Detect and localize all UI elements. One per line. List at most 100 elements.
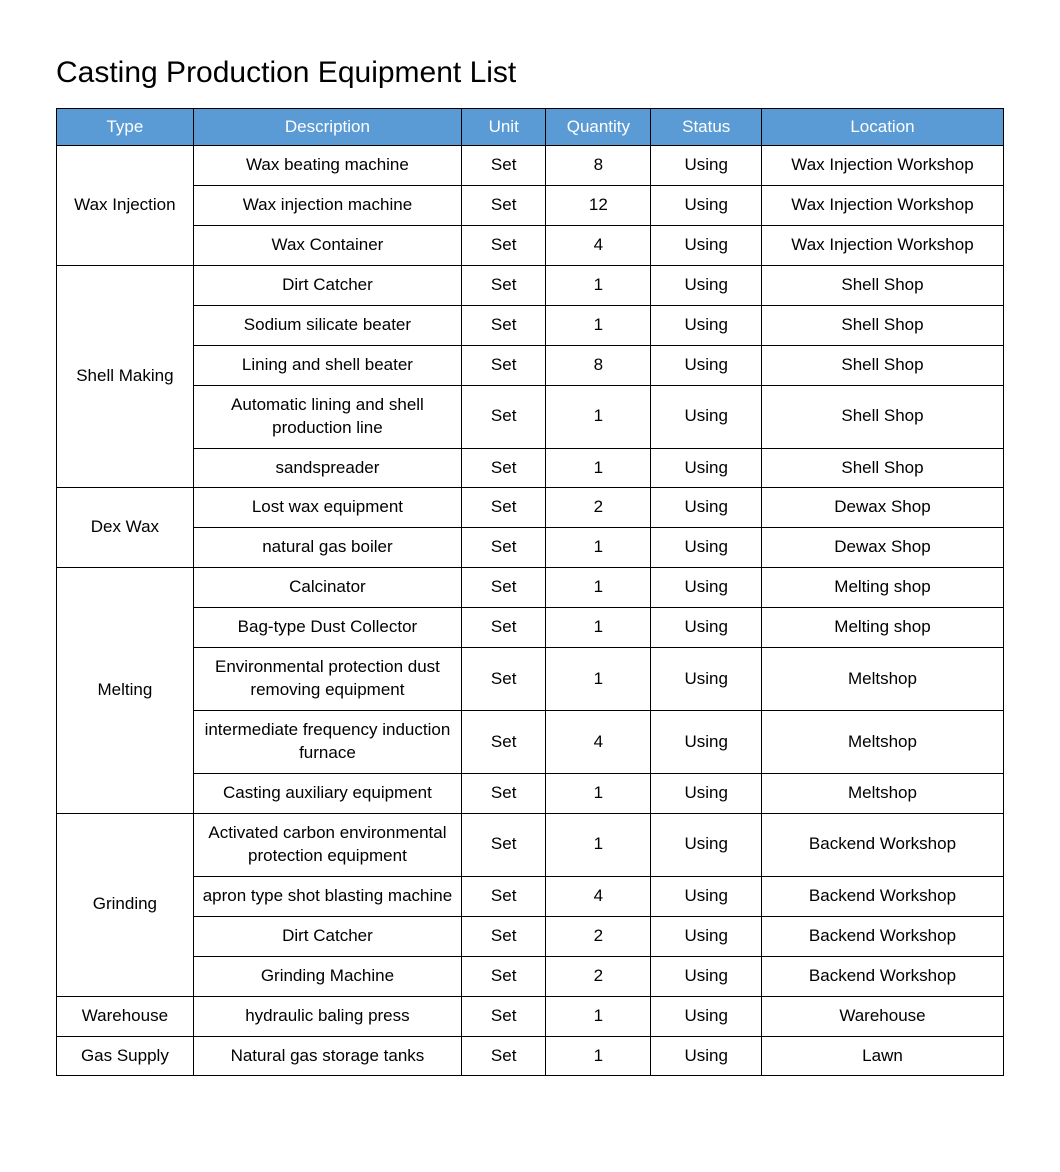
- cell-unit: Set: [462, 568, 546, 608]
- cell-status: Using: [651, 1036, 761, 1076]
- cell-unit: Set: [462, 813, 546, 876]
- cell-location: Meltshop: [761, 773, 1003, 813]
- cell-unit: Set: [462, 528, 546, 568]
- cell-unit: Set: [462, 916, 546, 956]
- cell-status: Using: [651, 185, 761, 225]
- cell-type: Shell Making: [57, 265, 194, 488]
- cell-description: apron type shot blasting machine: [193, 876, 461, 916]
- cell-quantity: 1: [546, 813, 651, 876]
- cell-status: Using: [651, 916, 761, 956]
- cell-unit: Set: [462, 488, 546, 528]
- cell-status: Using: [651, 265, 761, 305]
- cell-description: natural gas boiler: [193, 528, 461, 568]
- cell-description: Bag-type Dust Collector: [193, 608, 461, 648]
- cell-unit: Set: [462, 711, 546, 774]
- cell-description: Calcinator: [193, 568, 461, 608]
- table-row: sandspreaderSet1UsingShell Shop: [57, 448, 1004, 488]
- cell-description: Automatic lining and shell production li…: [193, 385, 461, 448]
- cell-unit: Set: [462, 648, 546, 711]
- cell-unit: Set: [462, 773, 546, 813]
- cell-unit: Set: [462, 956, 546, 996]
- cell-location: Shell Shop: [761, 448, 1003, 488]
- cell-quantity: 8: [546, 345, 651, 385]
- cell-quantity: 2: [546, 488, 651, 528]
- col-header: Location: [761, 109, 1003, 146]
- cell-quantity: 1: [546, 265, 651, 305]
- table-row: Warehousehydraulic baling pressSet1Using…: [57, 996, 1004, 1036]
- cell-quantity: 1: [546, 528, 651, 568]
- cell-unit: Set: [462, 265, 546, 305]
- cell-location: Backend Workshop: [761, 813, 1003, 876]
- cell-location: Shell Shop: [761, 345, 1003, 385]
- cell-description: Casting auxiliary equipment: [193, 773, 461, 813]
- col-header: Quantity: [546, 109, 651, 146]
- col-header: Unit: [462, 109, 546, 146]
- cell-location: Backend Workshop: [761, 916, 1003, 956]
- cell-unit: Set: [462, 225, 546, 265]
- cell-location: Backend Workshop: [761, 876, 1003, 916]
- cell-description: Lining and shell beater: [193, 345, 461, 385]
- table-row: apron type shot blasting machineSet4Usin…: [57, 876, 1004, 916]
- cell-quantity: 8: [546, 146, 651, 186]
- cell-location: Shell Shop: [761, 265, 1003, 305]
- cell-type: Grinding: [57, 813, 194, 996]
- cell-quantity: 1: [546, 1036, 651, 1076]
- cell-quantity: 1: [546, 648, 651, 711]
- cell-unit: Set: [462, 146, 546, 186]
- cell-quantity: 1: [546, 305, 651, 345]
- cell-location: Meltshop: [761, 711, 1003, 774]
- cell-status: Using: [651, 345, 761, 385]
- col-header: Type: [57, 109, 194, 146]
- table-row: Wax ContainerSet4UsingWax Injection Work…: [57, 225, 1004, 265]
- cell-status: Using: [651, 568, 761, 608]
- cell-quantity: 1: [546, 773, 651, 813]
- cell-type: Wax Injection: [57, 146, 194, 266]
- cell-unit: Set: [462, 305, 546, 345]
- cell-status: Using: [651, 956, 761, 996]
- cell-location: Shell Shop: [761, 385, 1003, 448]
- cell-description: hydraulic baling press: [193, 996, 461, 1036]
- cell-status: Using: [651, 528, 761, 568]
- table-row: Dex WaxLost wax equipmentSet2UsingDewax …: [57, 488, 1004, 528]
- table-row: Casting auxiliary equipmentSet1UsingMelt…: [57, 773, 1004, 813]
- cell-status: Using: [651, 385, 761, 448]
- cell-description: intermediate frequency induction furnace: [193, 711, 461, 774]
- cell-location: Wax Injection Workshop: [761, 225, 1003, 265]
- cell-description: Wax beating machine: [193, 146, 461, 186]
- cell-quantity: 1: [546, 608, 651, 648]
- cell-status: Using: [651, 146, 761, 186]
- cell-quantity: 12: [546, 185, 651, 225]
- table-row: natural gas boilerSet1UsingDewax Shop: [57, 528, 1004, 568]
- cell-type: Gas Supply: [57, 1036, 194, 1076]
- table-body: Wax InjectionWax beating machineSet8Usin…: [57, 146, 1004, 1076]
- cell-description: Wax injection machine: [193, 185, 461, 225]
- cell-unit: Set: [462, 448, 546, 488]
- table-row: Lining and shell beaterSet8UsingShell Sh…: [57, 345, 1004, 385]
- cell-description: Grinding Machine: [193, 956, 461, 996]
- cell-unit: Set: [462, 996, 546, 1036]
- table-row: Bag-type Dust CollectorSet1UsingMelting …: [57, 608, 1004, 648]
- cell-quantity: 2: [546, 956, 651, 996]
- cell-description: Dirt Catcher: [193, 916, 461, 956]
- cell-quantity: 4: [546, 225, 651, 265]
- table-row: Sodium silicate beaterSet1UsingShell Sho…: [57, 305, 1004, 345]
- table-row: intermediate frequency induction furnace…: [57, 711, 1004, 774]
- page-title: Casting Production Equipment List: [56, 56, 1004, 90]
- col-header: Status: [651, 109, 761, 146]
- cell-type: Warehouse: [57, 996, 194, 1036]
- cell-status: Using: [651, 996, 761, 1036]
- cell-location: Wax Injection Workshop: [761, 146, 1003, 186]
- cell-status: Using: [651, 876, 761, 916]
- cell-location: Lawn: [761, 1036, 1003, 1076]
- table-row: Wax InjectionWax beating machineSet8Usin…: [57, 146, 1004, 186]
- cell-status: Using: [651, 813, 761, 876]
- cell-location: Dewax Shop: [761, 528, 1003, 568]
- cell-status: Using: [651, 305, 761, 345]
- cell-quantity: 1: [546, 448, 651, 488]
- table-row: Environmental protection dust removing e…: [57, 648, 1004, 711]
- cell-unit: Set: [462, 1036, 546, 1076]
- cell-location: Meltshop: [761, 648, 1003, 711]
- table-row: MeltingCalcinatorSet1UsingMelting shop: [57, 568, 1004, 608]
- cell-unit: Set: [462, 345, 546, 385]
- cell-description: Activated carbon environmental protectio…: [193, 813, 461, 876]
